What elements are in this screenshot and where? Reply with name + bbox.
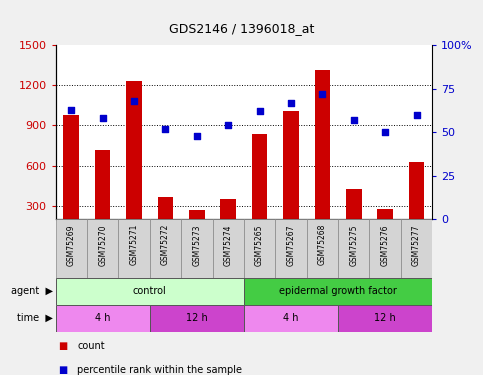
Point	[224, 122, 232, 128]
Point	[256, 108, 264, 114]
Text: GSM75271: GSM75271	[129, 224, 139, 266]
Bar	[189, 210, 205, 219]
Point	[382, 129, 389, 135]
Bar	[150, 219, 181, 278]
Bar	[275, 219, 307, 278]
Bar	[87, 219, 118, 278]
Bar	[338, 219, 369, 278]
Text: GSM75277: GSM75277	[412, 224, 421, 266]
Text: GDS2146 / 1396018_at: GDS2146 / 1396018_at	[169, 22, 314, 36]
Bar	[244, 304, 338, 332]
Bar	[56, 219, 87, 278]
Point	[193, 133, 201, 139]
Text: epidermal growth factor: epidermal growth factor	[279, 286, 397, 296]
Point	[161, 126, 170, 132]
Bar	[63, 116, 79, 219]
Text: GSM75270: GSM75270	[98, 224, 107, 266]
Bar	[56, 304, 150, 332]
Bar	[213, 219, 244, 278]
Text: GSM75267: GSM75267	[286, 224, 296, 266]
Bar	[401, 219, 432, 278]
Text: control: control	[133, 286, 167, 296]
Bar	[126, 81, 142, 219]
Bar	[181, 219, 213, 278]
Bar	[369, 219, 401, 278]
Text: agent  ▶: agent ▶	[11, 286, 53, 296]
Point	[68, 106, 75, 112]
Point	[130, 98, 138, 104]
Point	[99, 115, 107, 121]
Text: count: count	[77, 341, 105, 351]
Text: 4 h: 4 h	[283, 313, 299, 323]
Point	[412, 112, 420, 118]
Bar	[157, 196, 173, 219]
Text: GSM75269: GSM75269	[67, 224, 76, 266]
Bar	[244, 278, 432, 304]
Bar	[118, 219, 150, 278]
Bar	[220, 199, 236, 219]
Bar	[409, 162, 425, 219]
Bar	[314, 70, 330, 219]
Bar	[283, 111, 299, 219]
Text: 12 h: 12 h	[186, 313, 208, 323]
Bar	[252, 134, 268, 219]
Bar	[244, 219, 275, 278]
Text: 12 h: 12 h	[374, 313, 396, 323]
Bar	[95, 150, 111, 219]
Text: GSM75272: GSM75272	[161, 224, 170, 266]
Text: ■: ■	[58, 365, 67, 375]
Bar	[150, 304, 244, 332]
Text: percentile rank within the sample: percentile rank within the sample	[77, 365, 242, 375]
Text: 4 h: 4 h	[95, 313, 111, 323]
Point	[350, 117, 357, 123]
Text: GSM75265: GSM75265	[255, 224, 264, 266]
Text: GSM75268: GSM75268	[318, 224, 327, 266]
Text: GSM75274: GSM75274	[224, 224, 233, 266]
Text: GSM75276: GSM75276	[381, 224, 390, 266]
Text: time  ▶: time ▶	[17, 313, 53, 323]
Bar	[377, 209, 393, 219]
Text: ■: ■	[58, 341, 67, 351]
Text: GSM75275: GSM75275	[349, 224, 358, 266]
Bar	[307, 219, 338, 278]
Bar	[56, 278, 244, 304]
Bar	[338, 304, 432, 332]
Point	[287, 99, 295, 105]
Point	[319, 91, 327, 97]
Bar	[346, 189, 362, 219]
Text: GSM75273: GSM75273	[192, 224, 201, 266]
